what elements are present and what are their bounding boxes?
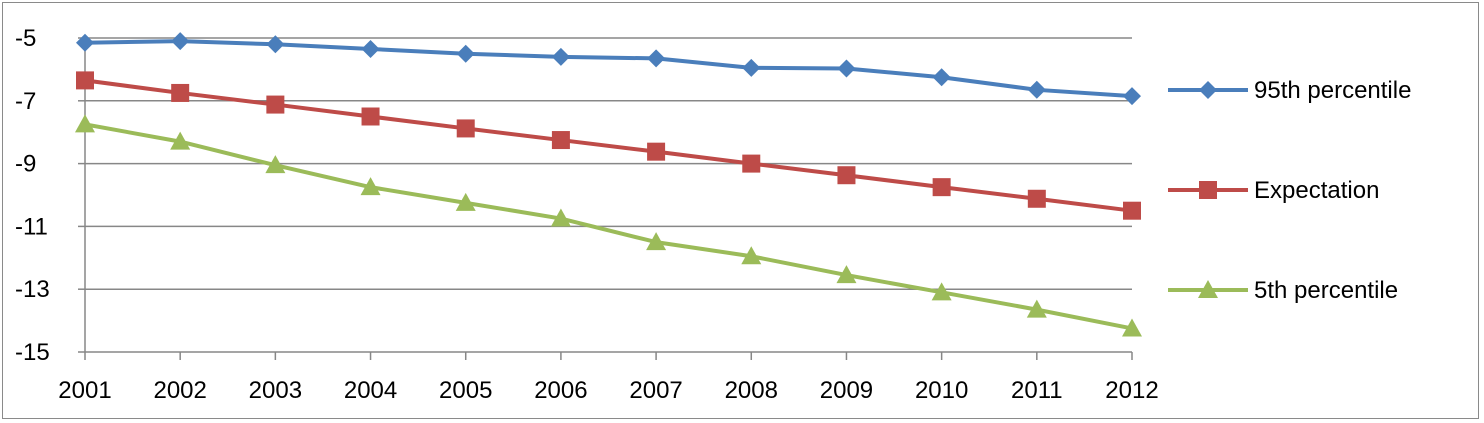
y-tick-label: -15 [15, 339, 50, 366]
legend: 95th percentile Expectation 5th percentile [1168, 77, 1411, 304]
data-point [266, 35, 285, 54]
data-point [170, 131, 191, 150]
x-tick-label: 2008 [725, 377, 778, 404]
y-axis-ticks: -5 -7 -9 -11 -13 -15 [15, 25, 85, 366]
series-line [84, 78, 1133, 213]
data-point [837, 59, 856, 78]
x-tick-label: 2005 [439, 377, 492, 404]
data-point [836, 265, 857, 284]
series-0 [76, 32, 1141, 106]
x-tick-label: 2004 [344, 377, 397, 404]
series-2 [75, 114, 1142, 337]
data-point [75, 114, 95, 133]
data-point [932, 178, 951, 197]
y-tick-label: -9 [15, 151, 36, 178]
legend-label: 5th percentile [1254, 277, 1398, 304]
x-tick-label: 2012 [1105, 377, 1158, 404]
data-point [932, 68, 951, 87]
legend-marker [1199, 81, 1217, 99]
x-tick-label: 2010 [915, 377, 968, 404]
axes [84, 38, 1132, 353]
data-point [76, 71, 94, 90]
legend-label: 95th percentile [1254, 77, 1411, 104]
series-group [75, 32, 1142, 337]
x-tick-label: 2007 [629, 377, 682, 404]
data-point [455, 192, 476, 211]
data-point [1123, 201, 1141, 220]
x-tick-label: 2003 [249, 377, 302, 404]
data-point [1026, 299, 1047, 318]
data-point [931, 282, 952, 301]
data-point [1122, 318, 1142, 337]
data-point [741, 246, 762, 265]
data-point [76, 33, 94, 52]
data-point [171, 83, 190, 102]
legend-item: Expectation [1168, 177, 1379, 204]
legend-item: 95th percentile [1168, 77, 1411, 104]
data-point [550, 208, 571, 227]
data-point [266, 95, 285, 114]
y-tick-label: -5 [15, 25, 36, 52]
series-line [84, 39, 1133, 99]
data-point [1027, 189, 1046, 208]
data-point [1027, 80, 1046, 99]
x-axis-ticks: 2001 2002 2003 2004 2005 2006 2007 2008 2009 2010… [58, 352, 1159, 404]
legend-marker [1199, 181, 1217, 199]
data-point [837, 166, 856, 185]
data-point [456, 44, 475, 63]
data-point [1123, 87, 1141, 106]
data-point [742, 58, 761, 77]
series-line [84, 122, 1133, 331]
legend-marker [1198, 280, 1218, 298]
data-point [361, 39, 380, 58]
y-tick-label: -13 [15, 276, 50, 303]
y-tick-label: -11 [15, 213, 48, 240]
x-tick-label: 2002 [153, 377, 206, 404]
data-point [456, 119, 475, 138]
data-point [647, 142, 666, 161]
x-tick-label: 2009 [820, 377, 873, 404]
data-point [171, 32, 190, 51]
x-tick-label: 2011 [1011, 377, 1063, 404]
y-tick-label: -7 [15, 88, 36, 115]
x-tick-label: 2006 [534, 377, 587, 404]
data-point [551, 47, 570, 66]
data-point [647, 49, 666, 68]
data-point [265, 155, 286, 174]
legend-label: Expectation [1254, 177, 1379, 204]
data-point [646, 232, 667, 251]
x-tick-label: 2001 [58, 377, 111, 404]
gridlines [85, 37, 1132, 290]
data-point [360, 177, 381, 196]
data-point [551, 131, 570, 150]
data-point [361, 107, 380, 126]
legend-item: 5th percentile [1168, 277, 1398, 304]
data-point [742, 154, 761, 173]
series-1 [76, 71, 1141, 220]
